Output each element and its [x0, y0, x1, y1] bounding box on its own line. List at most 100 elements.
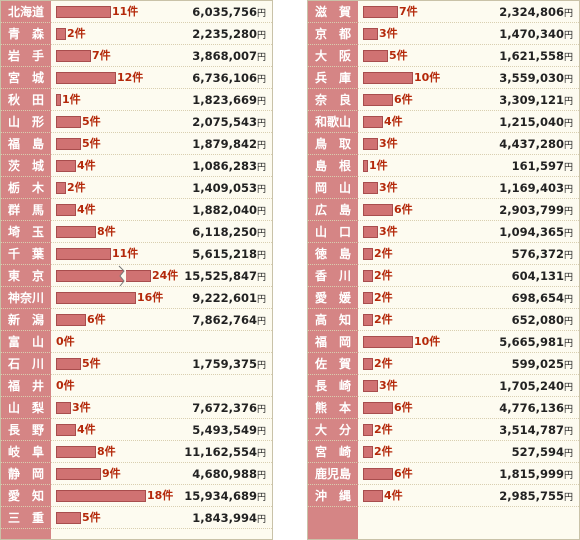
count-bar	[56, 512, 81, 524]
bar-row: 福 井 0件	[1, 375, 272, 397]
count-bar	[56, 160, 76, 172]
bar-row: 広 島 6件 2,903,799円	[308, 199, 579, 221]
amount-label: 3,514,787円	[499, 423, 573, 437]
bar-row: 宮 崎 2件 527,594円	[308, 441, 579, 463]
bar-row: 愛 媛 2件 698,654円	[308, 287, 579, 309]
count-label: 2件	[374, 423, 393, 436]
bar-row: 秋 田 1件 1,823,669円	[1, 89, 272, 111]
amount-label: 4,437,280円	[499, 137, 573, 151]
bar-row: 愛 知 18件 15,934,689円	[1, 485, 272, 507]
count-label: 0件	[56, 379, 75, 392]
prefecture-label: 茨 城	[7, 159, 44, 173]
count-bar	[56, 138, 81, 150]
axis-break-mark	[118, 265, 126, 287]
count-bar	[363, 248, 373, 260]
prefecture-label: 香 川	[314, 269, 351, 283]
amount-label: 6,736,106円	[192, 71, 266, 85]
amount-label: 4,776,136円	[499, 401, 573, 415]
prefecture-label: 長 崎	[314, 379, 351, 393]
amount-label: 5,493,549円	[192, 423, 266, 437]
count-label: 4件	[384, 489, 403, 502]
bar-row: 群 馬 4件 1,882,040円	[1, 199, 272, 221]
bar-row: 兵 庫 10件 3,559,030円	[308, 67, 579, 89]
bar-row: 山 形 5件 2,075,543円	[1, 111, 272, 133]
count-label: 5件	[82, 357, 101, 370]
amount-label: 2,903,799円	[499, 203, 573, 217]
bar-row: 熊 本 6件 4,776,136円	[308, 397, 579, 419]
count-label: 4件	[77, 159, 96, 172]
count-label: 3件	[379, 379, 398, 392]
prefecture-label: 大 阪	[314, 49, 351, 63]
bar-row: 三 重 5件 1,843,994円	[1, 507, 272, 529]
amount-label: 11,162,554円	[184, 445, 266, 459]
prefecture-label: 奈 良	[314, 93, 351, 107]
count-bar	[363, 94, 393, 106]
amount-label: 599,025円	[511, 357, 573, 371]
count-label: 6件	[394, 401, 413, 414]
amount-label: 604,131円	[511, 269, 573, 283]
count-bar	[56, 292, 136, 304]
count-label: 24件	[152, 269, 179, 282]
count-bar	[56, 182, 66, 194]
prefecture-label: 群 馬	[7, 203, 44, 217]
prefecture-label: 宮 城	[7, 71, 44, 85]
bar-row: 茨 城 4件 1,086,283円	[1, 155, 272, 177]
count-label: 2件	[67, 181, 86, 194]
amount-label: 1,815,999円	[499, 467, 573, 481]
prefecture-label: 滋 賀	[314, 5, 351, 19]
prefecture-label: 広 島	[314, 203, 351, 217]
bar-row: 福 岡 10件 5,665,981円	[308, 331, 579, 353]
amount-label: 1,169,403円	[499, 181, 573, 195]
count-label: 1件	[62, 93, 81, 106]
left-panel: 北海道 11件 6,035,756円青 森 2件 2,235,280円岩 手 7件 3,86…	[0, 0, 273, 540]
prefecture-label: 栃 木	[7, 181, 44, 195]
prefecture-label: 福 岡	[314, 335, 351, 349]
count-label: 12件	[117, 71, 144, 84]
count-bar	[56, 490, 146, 502]
count-label: 7件	[92, 49, 111, 62]
count-label: 5件	[82, 511, 101, 524]
count-label: 2件	[374, 313, 393, 326]
amount-label: 1,086,283円	[192, 159, 266, 173]
count-bar	[363, 6, 398, 18]
amount-label: 3,309,121円	[499, 93, 573, 107]
amount-label: 527,594円	[511, 445, 573, 459]
prefecture-label: 千 葉	[7, 247, 44, 261]
amount-label: 161,597円	[511, 159, 573, 173]
count-label: 3件	[379, 225, 398, 238]
bar-row: 鹿児島 6件 1,815,999円	[308, 463, 579, 485]
amount-label: 5,665,981円	[499, 335, 573, 349]
count-bar	[363, 116, 383, 128]
count-label: 0件	[56, 335, 75, 348]
prefecture-label: 福 島	[7, 137, 44, 151]
count-label: 3件	[379, 181, 398, 194]
count-bar	[56, 116, 81, 128]
amount-label: 698,654円	[511, 291, 573, 305]
bar-row: 千 葉 11件 5,615,218円	[1, 243, 272, 265]
prefecture-label: 秋 田	[7, 93, 44, 107]
count-label: 1件	[369, 159, 388, 172]
count-bar	[363, 182, 378, 194]
count-bar	[56, 94, 61, 106]
prefecture-label: 山 形	[7, 115, 44, 129]
count-bar	[363, 314, 373, 326]
count-label: 4件	[77, 423, 96, 436]
count-label: 3件	[379, 137, 398, 150]
bar-row: 埼 玉 8件 6,118,250円	[1, 221, 272, 243]
bar-row: 栃 木 2件 1,409,053円	[1, 177, 272, 199]
count-bar	[56, 6, 111, 18]
prefecture-label: 宮 崎	[314, 445, 351, 459]
prefecture-label: 鳥 取	[314, 137, 351, 151]
prefecture-label: 愛 媛	[314, 291, 351, 305]
amount-label: 2,985,755円	[499, 489, 573, 503]
count-bar	[363, 72, 413, 84]
amount-label: 1,409,053円	[192, 181, 266, 195]
amount-label: 1,094,365円	[499, 225, 573, 239]
count-bar	[56, 314, 86, 326]
bar-row: 山 口 3件 1,094,365円	[308, 221, 579, 243]
amount-label: 3,559,030円	[499, 71, 573, 85]
count-bar	[56, 72, 116, 84]
bar-row: 大 阪 5件 1,621,558円	[308, 45, 579, 67]
count-bar	[363, 204, 393, 216]
count-label: 2件	[374, 269, 393, 282]
